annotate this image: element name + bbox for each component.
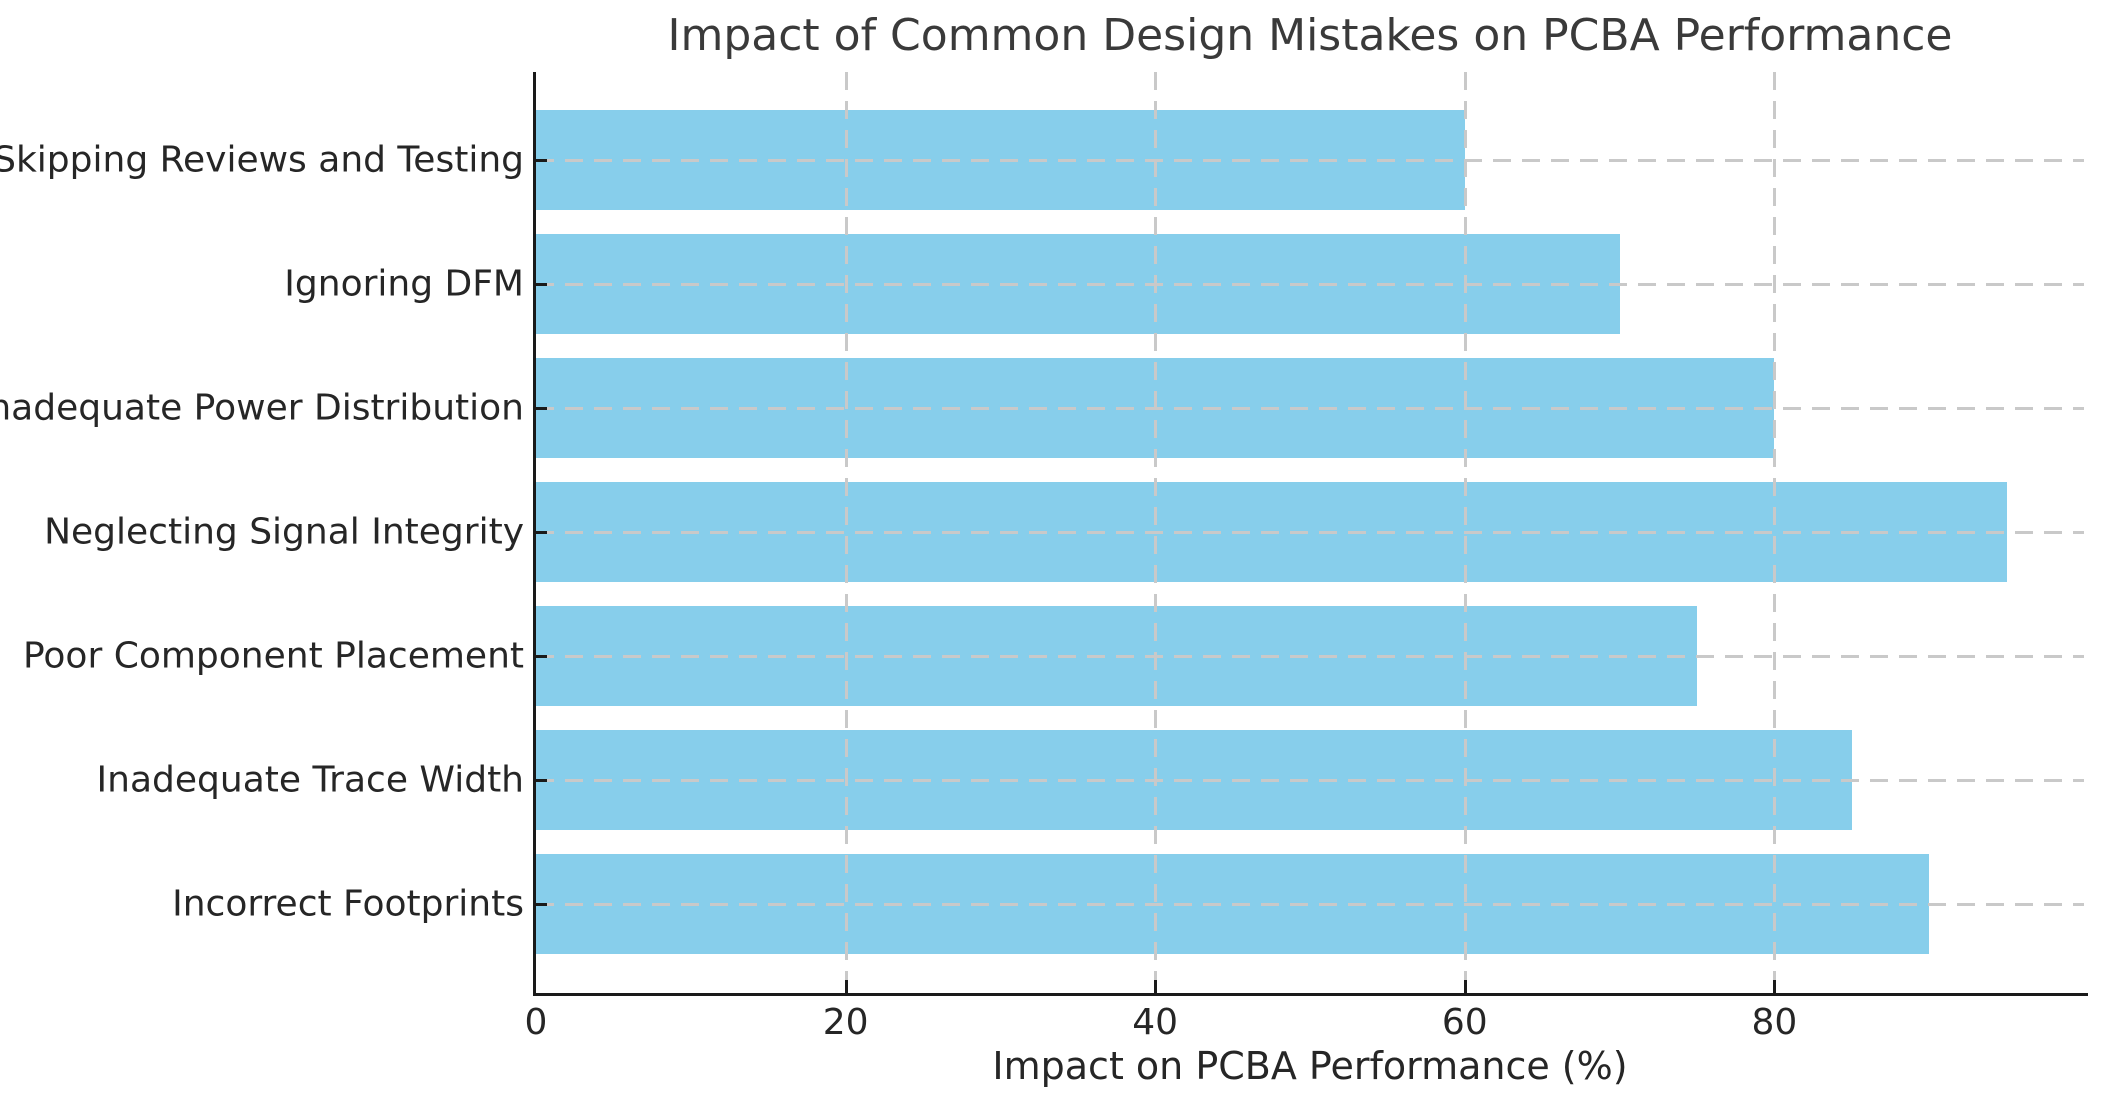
- y-tick-mark-4: [536, 655, 547, 658]
- y-tick-mark-2: [536, 407, 547, 410]
- h-gridline-6: [536, 903, 2084, 906]
- x-tick-label-20: 20: [822, 1002, 869, 1043]
- h-gridline-2: [536, 407, 2084, 410]
- v-gridline-60: [1463, 72, 1467, 993]
- x-tick-label-0: 0: [524, 1002, 548, 1043]
- y-axis-label-3: Neglecting Signal Integrity: [44, 511, 524, 553]
- x-tick-label-40: 40: [1132, 1002, 1179, 1043]
- y-axis-label-4: Poor Component Placement: [22, 635, 524, 677]
- y-axis-label-1: Ignoring DFM: [284, 263, 524, 305]
- x-tick-mark-80: [1773, 980, 1777, 993]
- y-axis-label-0: Skipping Reviews and Testing: [0, 139, 524, 181]
- y-tick-mark-3: [536, 531, 547, 534]
- v-gridline-40: [1154, 72, 1158, 993]
- x-tick-label-60: 60: [1441, 1002, 1488, 1043]
- h-gridline-0: [536, 159, 2084, 162]
- x-tick-mark-20: [844, 980, 848, 993]
- y-axis-label-5: Inadequate Trace Width: [96, 759, 524, 801]
- x-tick-label-80: 80: [1751, 1002, 1798, 1043]
- y-tick-mark-0: [536, 159, 547, 162]
- y-tick-mark-1: [536, 283, 547, 286]
- y-tick-mark-5: [536, 779, 547, 782]
- x-tick-mark-40: [1154, 980, 1158, 993]
- h-gridline-3: [536, 531, 2084, 534]
- v-gridline-80: [1773, 72, 1777, 993]
- y-axis-label-6: Incorrect Footprints: [172, 883, 524, 925]
- plot-area: [533, 72, 2088, 996]
- v-gridline-20: [844, 72, 848, 993]
- y-tick-mark-6: [536, 903, 547, 906]
- chart-title: Impact of Common Design Mistakes on PCBA…: [667, 10, 1953, 61]
- h-gridline-4: [536, 655, 2084, 658]
- y-axis-spine: [533, 72, 536, 993]
- x-axis-title: Impact on PCBA Performance (%): [992, 1044, 1628, 1088]
- h-gridline-5: [536, 779, 2084, 782]
- h-gridline-1: [536, 283, 2084, 286]
- y-axis-label-2: Inadequate Power Distribution: [0, 387, 524, 429]
- x-tick-mark-60: [1463, 980, 1467, 993]
- x-axis-spine: [533, 993, 2088, 996]
